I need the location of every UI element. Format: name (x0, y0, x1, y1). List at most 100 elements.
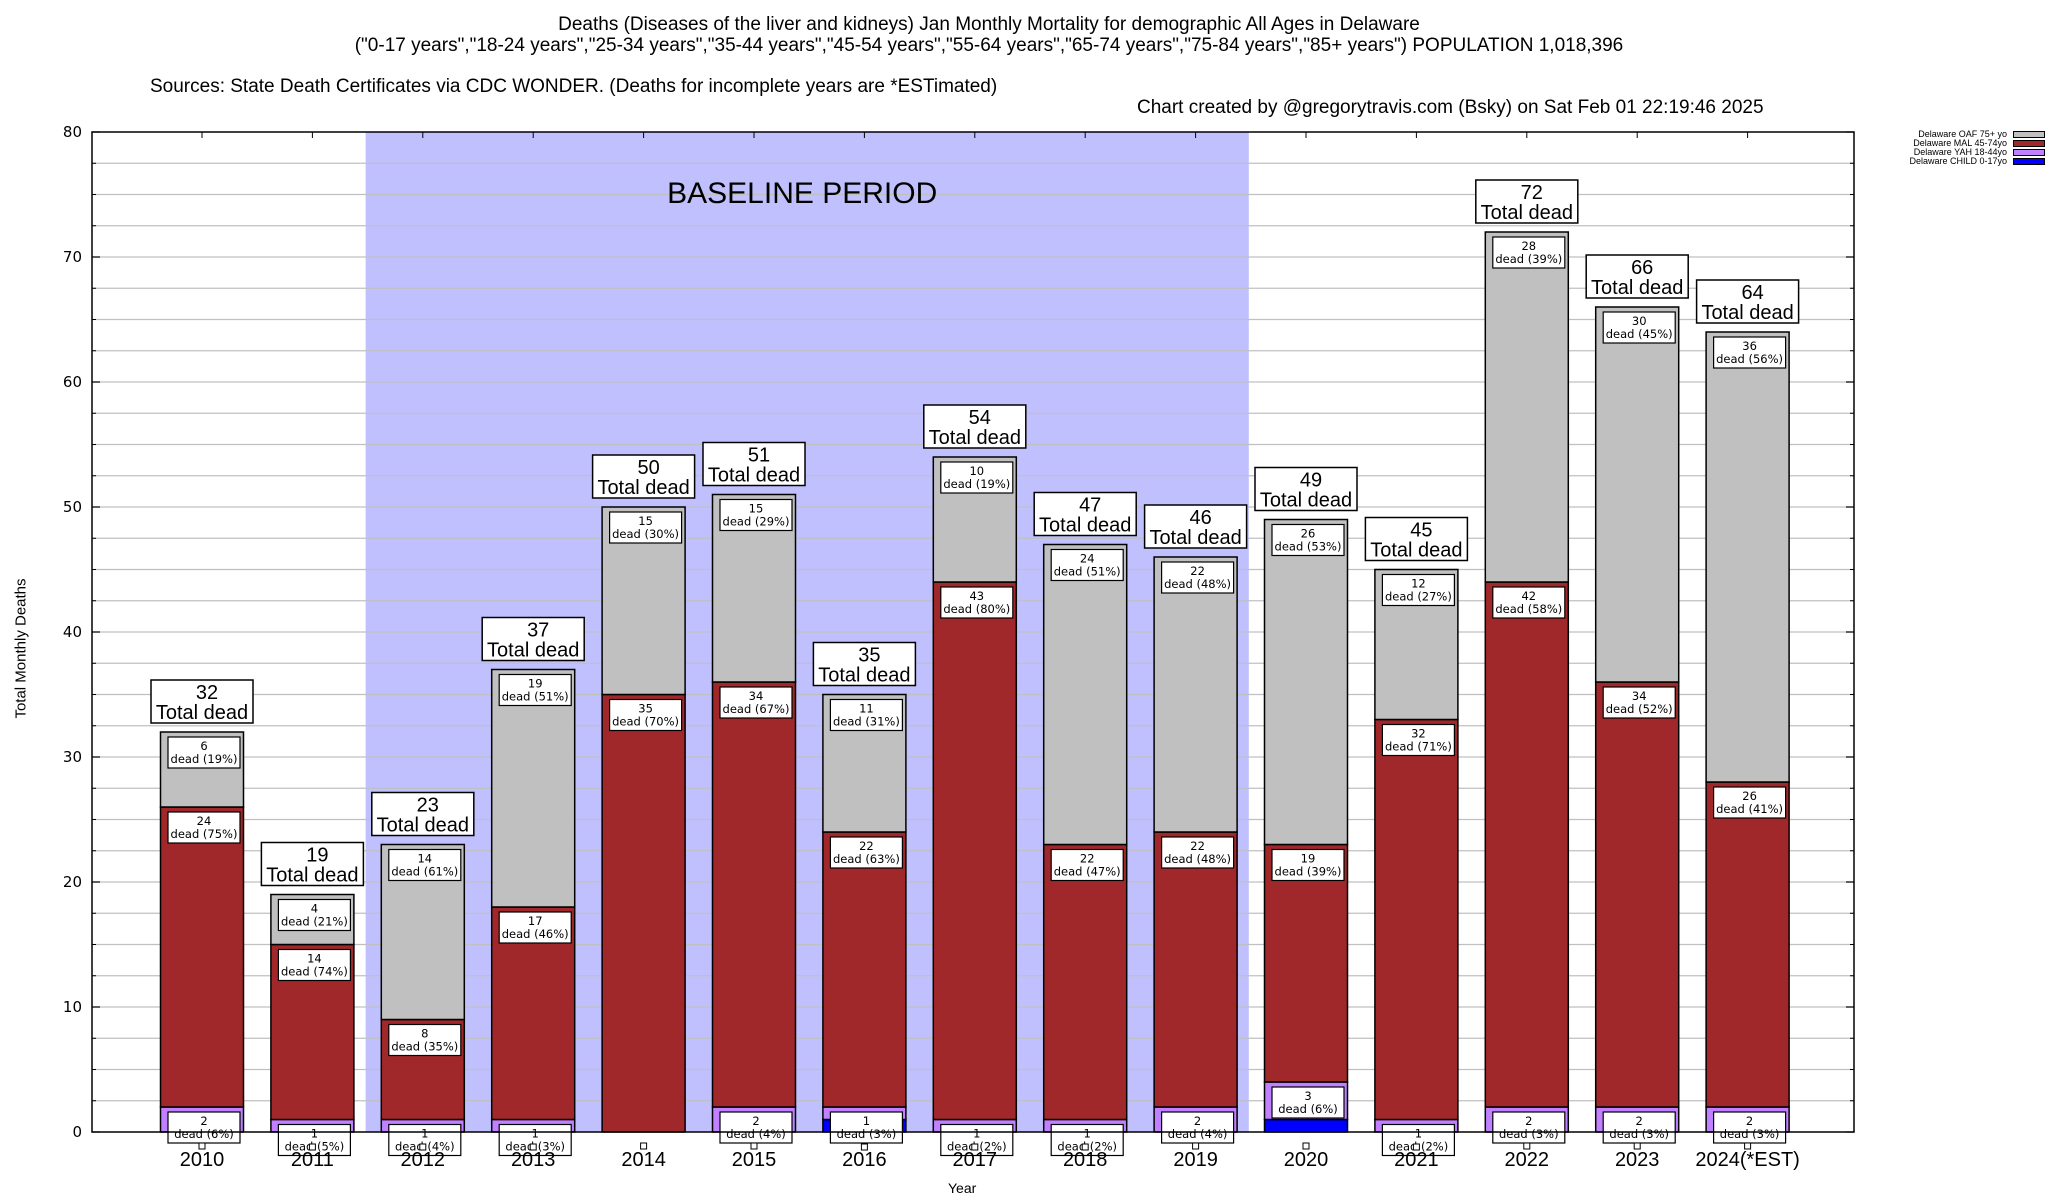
segment-label-percent: dead (41%) (1716, 802, 1783, 816)
segment-label-count: 35 (638, 702, 653, 716)
bar-segment-child (1263, 1118, 1349, 1133)
bar-segment-mal (932, 581, 1018, 1121)
y-tick-label: 70 (63, 248, 82, 266)
bar-segment-mal (159, 806, 245, 1108)
x-tick-label: 2011 (291, 1149, 334, 1171)
segment-label-count: 2 (200, 1114, 207, 1128)
sources-text: Sources: State Death Certificates via CD… (150, 76, 998, 97)
segment-label-percent: dead (61%) (391, 865, 458, 879)
segment-label-percent: dead (75%) (171, 827, 238, 841)
segment-label-box (167, 811, 241, 844)
segment-label-percent: dead (47%) (1054, 865, 1121, 879)
bar-segment-mal (1484, 581, 1570, 1108)
legend-item: Delaware MAL 45-74yo (1860, 139, 2045, 148)
total-label-value: 45 (1410, 520, 1432, 542)
segment-label-percent: dead (48%) (1164, 852, 1231, 866)
segment-label-box (167, 736, 241, 769)
bar-segment-oaf (1705, 331, 1790, 783)
segment-label-count: 36 (1742, 339, 1757, 353)
segment-label-percent: dead (6%) (1278, 1102, 1338, 1116)
bar-segment-mal (1153, 831, 1238, 1108)
y-tick-label: 50 (63, 498, 82, 516)
bar-segment-mal (1263, 843, 1349, 1083)
segment-label-count: 1 (311, 1127, 318, 1141)
x-tick-label: 2017 (953, 1149, 998, 1171)
segment-label-box (1050, 848, 1124, 882)
segment-label-box (1271, 848, 1345, 882)
total-label-box (1585, 254, 1689, 299)
x-tick-label: 2019 (1173, 1149, 1218, 1171)
segment-label-percent: dead (70%) (612, 715, 679, 729)
segment-label-percent: dead (46%) (502, 927, 569, 941)
segment-label-box (1271, 1086, 1345, 1119)
x-tick-label: 2015 (732, 1149, 777, 1171)
segment-label-count: 14 (307, 952, 322, 966)
segment-label-count: 1 (532, 1127, 539, 1141)
legend-label: Delaware YAH 18-44yo (1913, 147, 2007, 157)
bar-segment-mal (822, 831, 907, 1108)
total-label-value: 19 (306, 845, 328, 867)
segment-label-count: 6 (200, 739, 207, 753)
x-tick-label: 2023 (1615, 1149, 1660, 1171)
segment-label-box (388, 848, 462, 882)
segment-label-count: 2 (1636, 1114, 1643, 1128)
bar-segment-mal (1042, 843, 1128, 1121)
segment-label-count: 30 (1632, 314, 1647, 328)
total-label-box (1695, 279, 1800, 324)
segment-label-percent: dead (31%) (833, 715, 900, 729)
segment-label-percent: dead (35%) (391, 1040, 458, 1054)
total-label-suffix: Total dead (597, 477, 689, 499)
segment-label-percent: dead (53%) (1275, 540, 1342, 554)
segment-label-box (829, 1111, 904, 1144)
total-label-value: 23 (417, 795, 439, 817)
segment-label-percent: dead (3%) (1720, 1127, 1780, 1141)
y-tick-label: 10 (63, 998, 82, 1016)
baseline-marker (860, 1143, 868, 1151)
segment-label-count: 2 (1525, 1114, 1532, 1128)
total-label-box (591, 454, 696, 499)
segment-label-box (1602, 311, 1676, 344)
segment-label-box (388, 1023, 462, 1057)
legend-swatch (2013, 158, 2045, 165)
baseline-marker (750, 1142, 758, 1150)
total-label-suffix: Total dead (1149, 527, 1241, 549)
segment-label-count: 1 (1415, 1127, 1422, 1141)
total-label-box (702, 441, 806, 487)
segment-label-count: 2 (1194, 1114, 1201, 1128)
segment-label-count: 4 (311, 902, 318, 916)
bar-segment-oaf (1263, 518, 1349, 846)
total-label-box (923, 404, 1027, 449)
segment-label-count: 24 (197, 814, 212, 828)
segment-label-percent: dead (3%) (1499, 1127, 1559, 1141)
segment-label-box (829, 836, 904, 869)
segment-label-count: 10 (969, 464, 984, 478)
segment-label-count: 22 (1080, 852, 1095, 866)
y-tick-label: 40 (63, 623, 82, 641)
total-label-box (260, 841, 365, 887)
bar-segment-oaf (1153, 556, 1238, 833)
segment-label-count: 15 (638, 514, 653, 528)
total-label-value: 72 (1521, 182, 1543, 204)
total-label-box (812, 641, 917, 687)
baseline-marker (971, 1143, 979, 1151)
baseline-marker (308, 1143, 316, 1151)
